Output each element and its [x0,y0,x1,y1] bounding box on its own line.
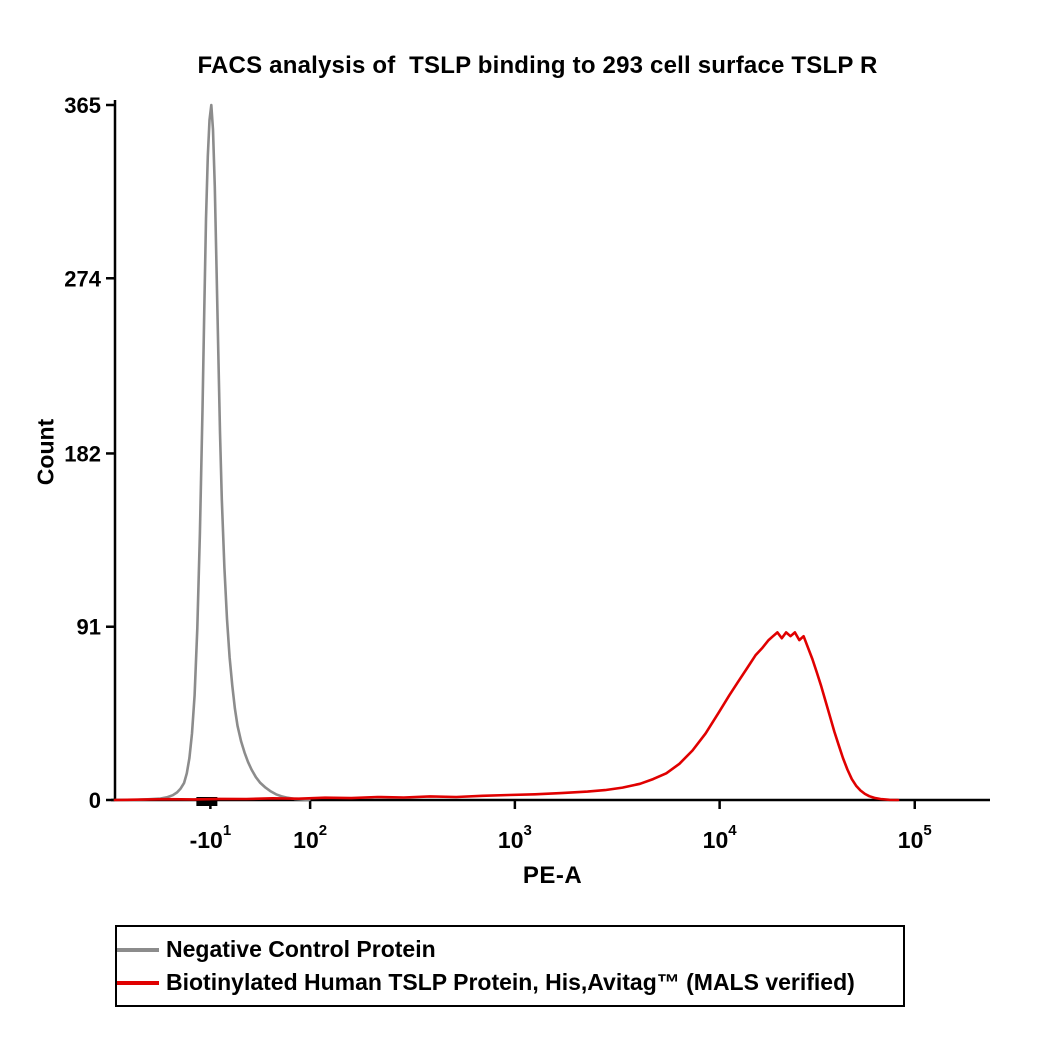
legend-label-negative-control: Negative Control Protein [166,936,436,962]
series-curve-0 [113,103,311,802]
y-tick-label: 365 [64,93,101,118]
x-tick-label: 102 [293,822,327,853]
chart-title: FACS analysis of TSLP binding to 293 cel… [197,52,878,79]
legend-swatch-red-line [117,980,159,985]
series-curve-1 [113,631,900,802]
x-tick-label: 104 [703,822,738,853]
y-tick-label: 0 [89,788,101,813]
x-tick-label: 105 [898,822,932,853]
y-tick-label: 182 [64,441,101,466]
legend-box: Negative Control Protein Biotinylated Hu… [115,925,905,1007]
legend-label-tslp-protein: Biotinylated Human TSLP Protein, His,Avi… [166,969,855,995]
legend-entry-tslp-protein: Biotinylated Human TSLP Protein, His,Avi… [117,969,893,996]
legend-entry-negative-control: Negative Control Protein [117,936,893,963]
y-tick-label: 274 [64,266,101,291]
x-tick-label: 103 [498,822,532,853]
legend-swatch-gray-line [117,947,159,952]
x-axis-label: PE-A [522,862,583,889]
y-tick-label: 91 [77,615,101,640]
x-tick-label: -101 [190,822,232,853]
x-axis-bold-tick [196,797,218,806]
